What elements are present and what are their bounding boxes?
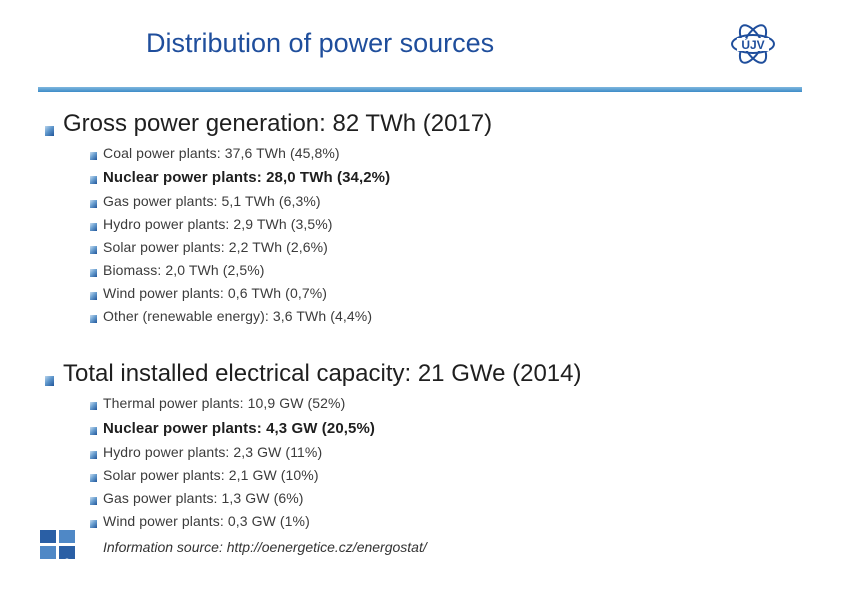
page-number: 8 [64,557,70,567]
list-item: Gas power plants: 1,3 GW (6%) [103,490,304,506]
list-item: Solar power plants: 2,1 GW (10%) [103,467,319,483]
list-item: Thermal power plants: 10,9 GW (52%) [103,395,346,411]
list-item: Nuclear power plants: 28,0 TWh (34,2%) [103,169,391,186]
section-heading-generation: Gross power generation: 82 TWh (2017) [63,110,493,137]
item-bullet-icon [90,246,97,254]
item-bullet-icon [90,427,97,435]
item-bullet-icon [90,497,97,505]
section-heading-capacity: Total installed electrical capacity: 21 … [63,360,582,387]
list-item: Other (renewable energy): 3,6 TWh (4,4%) [103,308,373,324]
item-bullet-icon [90,200,97,208]
item-bullet-icon [90,402,97,410]
slide-title: Distribution of power sources [146,28,495,58]
list-item: Wind power plants: 0,3 GW (1%) [103,513,310,529]
item-bullet-icon [90,292,97,300]
ujv-logo-icon: ÚJV [731,24,775,64]
information-source: Information source: http://oenergetice.c… [103,539,427,555]
list-item: Solar power plants: 2,2 TWh (2,6%) [103,239,328,255]
decor-square [40,546,56,559]
list-item: Nuclear power plants: 4,3 GW (20,5%) [103,420,376,437]
list-item: Hydro power plants: 2,3 GW (11%) [103,444,323,460]
heading-bullet-icon [45,126,54,136]
item-bullet-icon [90,520,97,528]
item-bullet-icon [90,474,97,482]
item-bullet-icon [90,176,97,184]
item-bullet-icon [90,315,97,323]
decor-square [59,546,75,559]
item-bullet-icon [90,223,97,231]
item-bullet-icon [90,269,97,277]
logo-text: ÚJV [741,37,764,52]
decor-square [40,530,56,543]
list-item: Coal power plants: 37,6 TWh (45,8%) [103,145,340,161]
list-item: Wind power plants: 0,6 TWh (0,7%) [103,285,328,301]
item-bullet-icon [90,451,97,459]
title-divider [38,87,802,92]
list-item: Gas power plants: 5,1 TWh (6,3%) [103,193,321,209]
list-item: Hydro power plants: 2,9 TWh (3,5%) [103,216,333,232]
heading-bullet-icon [45,376,54,386]
decor-square [59,530,75,543]
footer-squares-decoration [40,530,76,574]
item-bullet-icon [90,152,97,160]
list-item: Biomass: 2,0 TWh (2,5%) [103,262,265,278]
